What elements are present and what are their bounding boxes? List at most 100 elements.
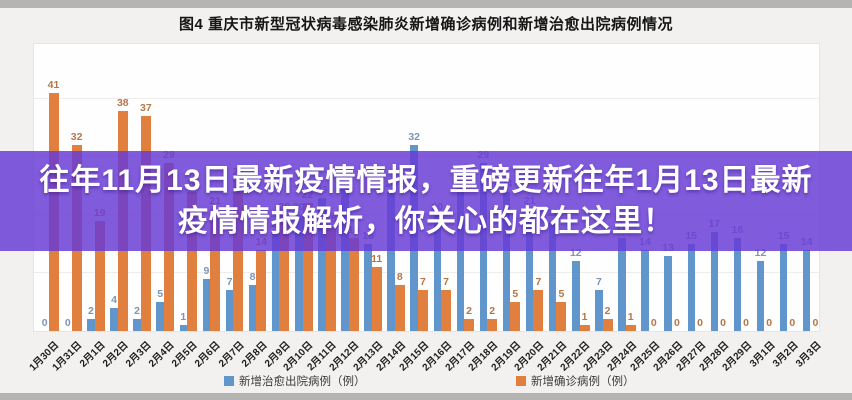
bar-confirmed — [325, 226, 336, 331]
bar-label-confirmed: 8 — [396, 270, 403, 283]
bar-label-confirmed: 2 — [466, 305, 473, 318]
bar-label-discharged: 2 — [87, 305, 94, 318]
bar-discharged — [595, 290, 603, 331]
bar-confirmed — [94, 220, 105, 331]
top-edge-strip — [0, 0, 852, 8]
bar-label-confirmed: 32 — [70, 131, 83, 144]
bar-label-confirmed: 11 — [371, 253, 383, 266]
bar-discharged — [664, 255, 672, 331]
bar-label-confirmed: 0 — [789, 317, 796, 329]
bar-label-discharged: 7 — [595, 276, 602, 289]
bar-label-confirmed: 2 — [489, 305, 496, 318]
bar-label-discharged: 2 — [134, 305, 141, 318]
bar-label-confirmed: 5 — [512, 288, 519, 300]
gridline-10 — [34, 272, 819, 273]
bar-discharged — [548, 220, 557, 331]
bar-confirmed — [348, 238, 359, 331]
bar-discharged — [318, 197, 326, 331]
bar-discharged — [295, 215, 303, 331]
legend-item-confirmed: 新增确诊病例（例） — [516, 373, 635, 389]
bar-confirmed — [187, 191, 197, 331]
bar-confirmed — [302, 203, 313, 331]
bar-label-confirmed: 1 — [581, 311, 588, 324]
bar-label-confirmed: 5 — [558, 288, 565, 300]
chart-title: 图4 重庆市新型冠状病毒感染肺炎新增确诊病例和新增治愈出院病例情况 — [178, 16, 673, 33]
bar-discharged — [433, 215, 441, 331]
bar-confirmed — [256, 249, 267, 331]
gridline-40 — [34, 98, 819, 99]
bar-label-confirmed: 0 — [812, 317, 819, 329]
bar-label-discharged: 7 — [226, 276, 233, 289]
bar-discharged — [110, 307, 118, 331]
bar-label-confirmed: 7 — [443, 276, 449, 289]
bar-confirmed — [625, 325, 636, 331]
bar-discharged — [641, 249, 649, 331]
legend-label: 新增确诊病例（例） — [531, 376, 635, 388]
bar-label-confirmed: 37 — [140, 102, 152, 115]
bar-confirmed — [510, 302, 521, 331]
bar-label-discharged: 32 — [408, 131, 421, 144]
bar-label-discharged: 12 — [569, 247, 582, 260]
bar-confirmed — [371, 267, 382, 331]
bar-discharged — [225, 290, 234, 331]
bottom-edge-strip — [0, 393, 852, 400]
bar-confirmed — [279, 215, 290, 331]
bar-discharged — [202, 278, 211, 331]
bar-confirmed — [487, 319, 498, 331]
chart-legend: 新增治愈出院病例（例） 新增确诊病例（例） — [0, 373, 852, 389]
bar-discharged — [156, 302, 164, 331]
bar-discharged — [87, 319, 95, 331]
bar-discharged — [779, 244, 788, 331]
bar-label-confirmed: 0 — [720, 317, 727, 329]
overlay-headline-line1: 往年11月13日最新疫情情报，重磅更新往年1月13日最新 — [39, 164, 813, 197]
bar-confirmed — [417, 290, 428, 331]
bar-confirmed — [210, 209, 221, 331]
bar-discharged — [710, 232, 719, 331]
bar-discharged — [271, 232, 280, 331]
bar-discharged — [802, 249, 811, 331]
bar-discharged — [756, 261, 765, 331]
bar-label-confirmed: 0 — [673, 317, 680, 329]
bar-confirmed — [464, 319, 475, 331]
bar-discharged — [133, 319, 141, 331]
bar-discharged — [525, 209, 534, 331]
bar-confirmed — [441, 290, 451, 331]
bar-discharged — [387, 191, 395, 331]
bar-discharged — [341, 186, 349, 331]
bar-discharged — [502, 191, 511, 331]
bar-label-confirmed: 2 — [604, 305, 611, 318]
bar-confirmed — [602, 319, 613, 331]
bar-label-confirmed: 41 — [47, 79, 60, 92]
bar-confirmed — [533, 290, 544, 331]
bar-confirmed — [233, 180, 244, 331]
legend-swatch-icon — [516, 376, 526, 386]
bar-label-discharged: 4 — [111, 293, 117, 306]
bar-discharged — [687, 244, 695, 331]
bar-discharged — [733, 238, 742, 331]
legend-item-discharged: 新增治愈出院病例（例） — [224, 373, 366, 389]
bar-discharged — [364, 244, 372, 331]
bar-label-confirmed: 0 — [743, 317, 750, 329]
overlay-headline-line2: 疫情情报解析，你关心的都在这里！ — [178, 205, 674, 238]
bar-label-discharged: 0 — [41, 317, 48, 329]
bar-label-confirmed: 0 — [650, 317, 657, 329]
bar-label-discharged: 12 — [754, 247, 767, 260]
bar-label-discharged: 0 — [64, 317, 71, 329]
bar-label-discharged: 1 — [180, 311, 187, 324]
bar-label-confirmed: 0 — [766, 317, 773, 329]
bar-label-confirmed: 0 — [697, 317, 703, 329]
bar-confirmed — [394, 284, 405, 331]
legend-label: 新增治愈出院病例（例） — [239, 376, 366, 388]
bar-label-discharged: 9 — [203, 264, 210, 277]
bar-label-confirmed: 38 — [116, 96, 129, 109]
bar-discharged — [248, 284, 257, 331]
overlay-banner: 往年11月13日最新疫情情报，重磅更新往年1月13日最新 疫情情报解析，你关心的… — [0, 151, 852, 251]
bar-label-confirmed: 7 — [535, 276, 542, 289]
legend-swatch-icon — [224, 376, 234, 386]
bar-discharged — [456, 180, 465, 331]
bar-discharged — [179, 325, 187, 331]
bar-label-confirmed: 1 — [627, 311, 634, 324]
bar-label-confirmed: 7 — [419, 276, 426, 289]
bar-label-discharged: 5 — [157, 288, 164, 300]
